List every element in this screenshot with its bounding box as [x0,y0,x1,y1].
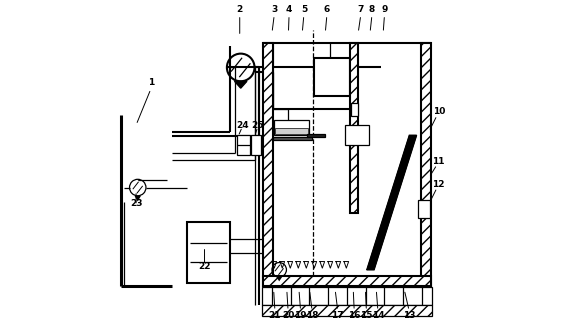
Text: 19: 19 [294,311,307,320]
Bar [262,287,432,305]
Polygon shape [367,135,416,270]
Bar [273,137,312,140]
Text: 10: 10 [433,107,445,116]
Text: 20: 20 [282,311,294,320]
Text: 17: 17 [332,311,344,320]
Bar [275,128,308,134]
Bar [274,120,309,135]
Bar [314,59,350,96]
Text: 1: 1 [148,78,154,87]
Text: 6: 6 [324,5,330,14]
Text: 8: 8 [369,5,375,14]
Text: 22: 22 [198,262,211,271]
Text: 9: 9 [381,5,388,14]
Text: 7: 7 [358,5,364,14]
Bar [263,43,273,286]
Text: 2: 2 [237,5,243,14]
Bar [251,135,261,155]
Bar [263,276,431,286]
Text: 13: 13 [403,311,415,320]
Bar [187,222,230,283]
Text: 15: 15 [360,311,373,320]
Polygon shape [134,196,141,201]
Bar [418,200,429,218]
Polygon shape [276,277,282,281]
Bar [350,43,358,213]
Bar [237,135,250,155]
Text: 18: 18 [306,311,318,320]
Bar [262,305,432,316]
Text: 5: 5 [301,5,307,14]
Text: 21: 21 [269,311,281,320]
Text: 12: 12 [433,180,445,189]
Text: 3: 3 [271,5,277,14]
Text: 14: 14 [372,311,384,320]
Text: 23: 23 [130,199,142,209]
Text: 11: 11 [433,157,445,166]
Polygon shape [234,81,247,88]
Bar [345,125,370,145]
Bar [307,134,325,137]
Bar [421,43,431,286]
Text: 4: 4 [286,5,292,14]
Text: 24: 24 [236,120,249,130]
Bar [351,103,358,116]
Text: 16: 16 [348,311,360,320]
Text: 25: 25 [251,120,264,130]
